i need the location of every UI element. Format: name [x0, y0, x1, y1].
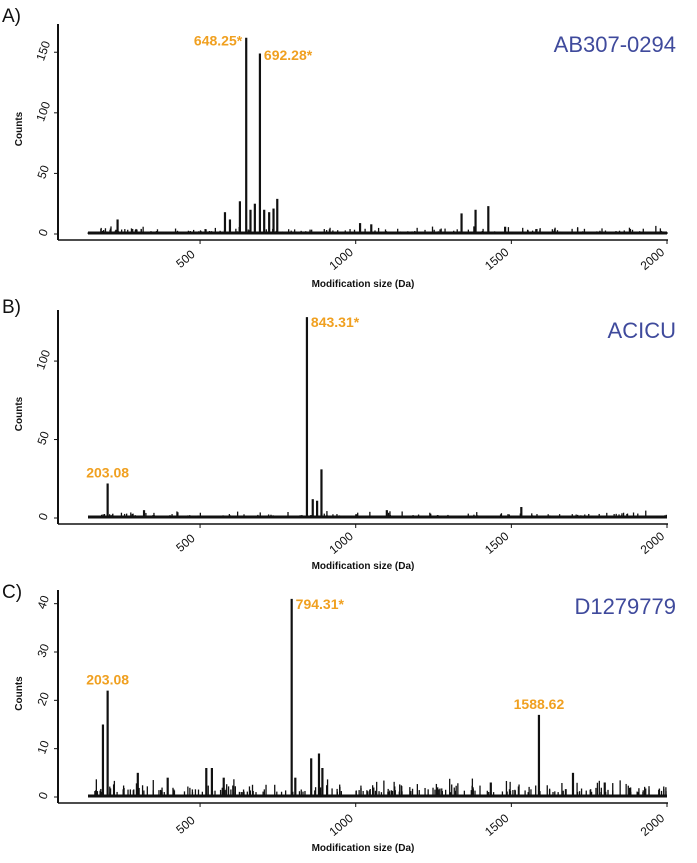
- y-tick-label: 150: [33, 39, 53, 63]
- panel-label: A): [2, 6, 21, 27]
- chart-title: ACICU: [608, 318, 676, 343]
- x-tick-label: 1500: [482, 811, 512, 839]
- x-tick-label: 500: [173, 247, 198, 271]
- y-axis-label: Counts: [14, 111, 25, 146]
- peak-annotation: 203.08: [86, 672, 129, 688]
- y-tick-label: 30: [34, 642, 52, 660]
- peak-annotation: 843.31*: [311, 314, 360, 330]
- y-tick-label: 0: [36, 227, 52, 238]
- peak-annotation: 794.31*: [296, 596, 345, 612]
- y-tick-label: 20: [34, 690, 52, 708]
- y-axis-label: Counts: [14, 676, 25, 711]
- x-tick-label: 1000: [326, 529, 356, 557]
- peak-annotation: 1588.62: [514, 696, 565, 712]
- peak-annotation: 692.28*: [264, 47, 313, 63]
- y-axis-label: Counts: [14, 396, 25, 431]
- x-tick-label: 500: [173, 813, 198, 837]
- panel-label: B): [2, 297, 21, 318]
- y-tick-label: 40: [34, 593, 52, 611]
- y-tick-label: 100: [33, 348, 53, 372]
- peak-annotation: 203.08: [86, 464, 129, 480]
- x-axis-label: Modification size (Da): [312, 561, 415, 572]
- y-tick-label: 50: [34, 429, 52, 447]
- chart-title: AB307-0294: [554, 32, 676, 57]
- x-tick-label: 2000: [638, 245, 668, 273]
- peak-annotation: 648.25*: [194, 33, 243, 49]
- chart-title: D1279779: [574, 594, 676, 619]
- x-axis-label: Modification size (Da): [312, 843, 415, 854]
- x-tick-label: 2000: [638, 811, 668, 839]
- y-tick-label: 0: [36, 790, 52, 801]
- y-tick-label: 50: [34, 163, 52, 181]
- x-tick-label: 1000: [326, 811, 356, 839]
- x-tick-label: 500: [173, 531, 198, 555]
- x-tick-label: 1500: [482, 529, 512, 557]
- y-tick-label: 100: [33, 99, 53, 123]
- x-axis-label: Modification size (Da): [312, 279, 415, 290]
- x-tick-label: 1500: [482, 245, 512, 273]
- x-tick-label: 2000: [638, 529, 668, 557]
- y-tick-label: 10: [34, 738, 52, 756]
- y-tick-label: 0: [36, 511, 52, 522]
- panel-label: C): [2, 582, 22, 603]
- x-tick-label: 1000: [326, 245, 356, 273]
